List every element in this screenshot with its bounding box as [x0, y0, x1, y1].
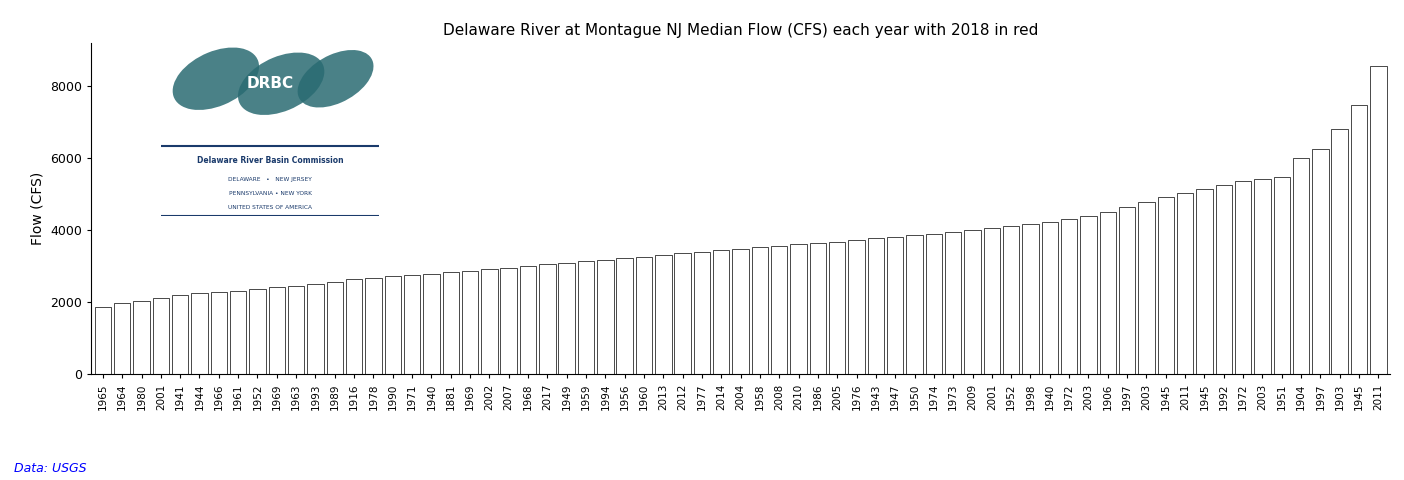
Bar	[674, 253, 691, 374]
Bar	[733, 249, 748, 374]
Bar	[94, 307, 111, 374]
Bar	[1351, 106, 1367, 374]
Bar	[1177, 192, 1193, 374]
Bar	[828, 241, 845, 374]
Bar	[1313, 149, 1328, 374]
Bar	[385, 276, 402, 374]
Bar	[907, 235, 922, 374]
Bar	[500, 268, 517, 374]
Bar	[1099, 212, 1116, 374]
Text: UNITED STATES OF AMERICA: UNITED STATES OF AMERICA	[229, 205, 312, 210]
Bar	[636, 257, 653, 374]
Bar	[559, 263, 574, 374]
Text: DELAWARE   •   NEW JERSEY: DELAWARE • NEW JERSEY	[229, 177, 312, 181]
Bar	[1370, 65, 1387, 374]
Bar	[1216, 185, 1231, 374]
Bar	[984, 228, 1000, 374]
Bar	[1042, 222, 1059, 374]
Bar	[656, 255, 671, 374]
Title: Delaware River at Montague NJ Median Flow (CFS) each year with 2018 in red: Delaware River at Montague NJ Median Flo…	[442, 23, 1039, 38]
Bar	[482, 269, 497, 374]
Ellipse shape	[237, 52, 324, 115]
Text: Data: USGS: Data: USGS	[14, 462, 87, 475]
Bar	[171, 295, 188, 374]
Bar	[965, 230, 981, 374]
Bar	[713, 250, 730, 374]
Bar	[945, 232, 962, 374]
Bar	[887, 237, 903, 374]
Bar	[1080, 216, 1097, 374]
Bar	[307, 284, 324, 374]
Bar	[442, 272, 459, 374]
Y-axis label: Flow (CFS): Flow (CFS)	[31, 172, 45, 245]
Bar	[1022, 224, 1039, 374]
Bar	[153, 298, 168, 374]
Bar	[133, 300, 150, 374]
Bar	[1293, 157, 1310, 374]
Bar	[365, 277, 382, 374]
Text: PENNSYLVANIA • NEW YORK: PENNSYLVANIA • NEW YORK	[229, 192, 312, 196]
Ellipse shape	[173, 48, 260, 110]
Bar	[597, 260, 614, 374]
Bar	[327, 281, 343, 374]
Bar	[1061, 219, 1077, 374]
Bar	[539, 264, 556, 374]
Bar	[250, 288, 265, 374]
Bar	[519, 266, 536, 374]
Bar	[1139, 202, 1154, 374]
Text: DRBC: DRBC	[247, 76, 293, 91]
Bar	[423, 274, 439, 374]
Bar	[616, 258, 633, 374]
Bar	[790, 244, 807, 374]
Bar	[771, 246, 788, 374]
Bar	[1002, 227, 1019, 374]
Text: Delaware River Basin Commission: Delaware River Basin Commission	[197, 156, 344, 165]
Bar	[1254, 179, 1271, 374]
Bar	[868, 238, 885, 374]
Bar	[810, 243, 826, 374]
Bar	[114, 303, 131, 374]
Bar	[404, 275, 420, 374]
Bar	[268, 287, 285, 374]
Ellipse shape	[298, 50, 373, 108]
Bar	[1196, 189, 1213, 374]
Bar	[1157, 197, 1174, 374]
Bar	[848, 240, 865, 374]
Bar	[751, 247, 768, 374]
Bar	[1236, 181, 1251, 374]
Bar	[288, 286, 305, 374]
Bar	[578, 261, 594, 374]
Bar	[211, 292, 227, 374]
Bar	[345, 279, 362, 374]
Bar	[1119, 207, 1136, 374]
Bar	[925, 234, 942, 374]
Bar	[462, 271, 479, 374]
Bar	[230, 290, 246, 374]
Bar	[1273, 177, 1290, 374]
Bar	[1331, 129, 1348, 374]
Bar	[191, 293, 208, 374]
Bar	[694, 252, 710, 374]
